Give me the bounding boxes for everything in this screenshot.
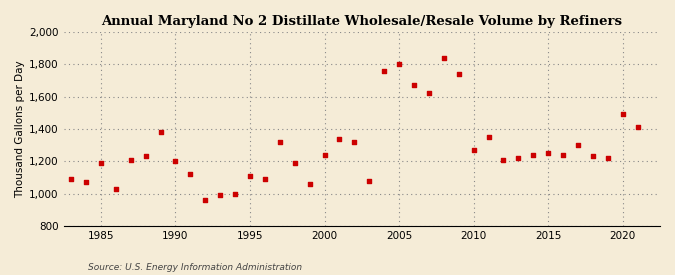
Point (80, 180, 91, 185)
Point (379, 68, 389, 73)
Point (259, 177, 270, 181)
Point (185, 172, 196, 176)
Point (513, 156, 524, 160)
Point (468, 148, 479, 152)
Point (439, 56, 450, 60)
Y-axis label: Thousand Gallons per Day: Thousand Gallons per Day (15, 60, 25, 198)
Point (408, 83, 419, 87)
Point (319, 153, 330, 157)
Point (364, 178, 375, 183)
Point (632, 125, 643, 130)
Point (423, 91, 434, 95)
Point (558, 153, 568, 157)
Point (349, 140, 360, 144)
Point (483, 135, 494, 139)
Point (528, 153, 539, 157)
Point (602, 156, 613, 160)
Point (543, 151, 554, 155)
Point (290, 161, 300, 165)
Point (275, 140, 286, 144)
Point (170, 159, 181, 163)
Point (454, 72, 464, 76)
Point (215, 193, 225, 197)
Point (618, 112, 628, 117)
Point (111, 186, 122, 191)
Point (304, 182, 315, 186)
Point (96, 161, 107, 165)
Point (126, 157, 136, 162)
Point (65, 177, 76, 181)
Point (140, 154, 151, 159)
Point (244, 174, 255, 178)
Text: Source: U.S. Energy Information Administration: Source: U.S. Energy Information Administ… (88, 263, 302, 272)
Point (572, 143, 583, 147)
Point (200, 198, 211, 202)
Title: Annual Maryland No 2 Distillate Wholesale/Resale Volume by Refiners: Annual Maryland No 2 Distillate Wholesal… (101, 15, 622, 28)
Point (498, 157, 509, 162)
Point (587, 154, 598, 159)
Point (334, 136, 345, 141)
Point (230, 191, 240, 196)
Point (155, 130, 166, 134)
Point (394, 62, 404, 67)
